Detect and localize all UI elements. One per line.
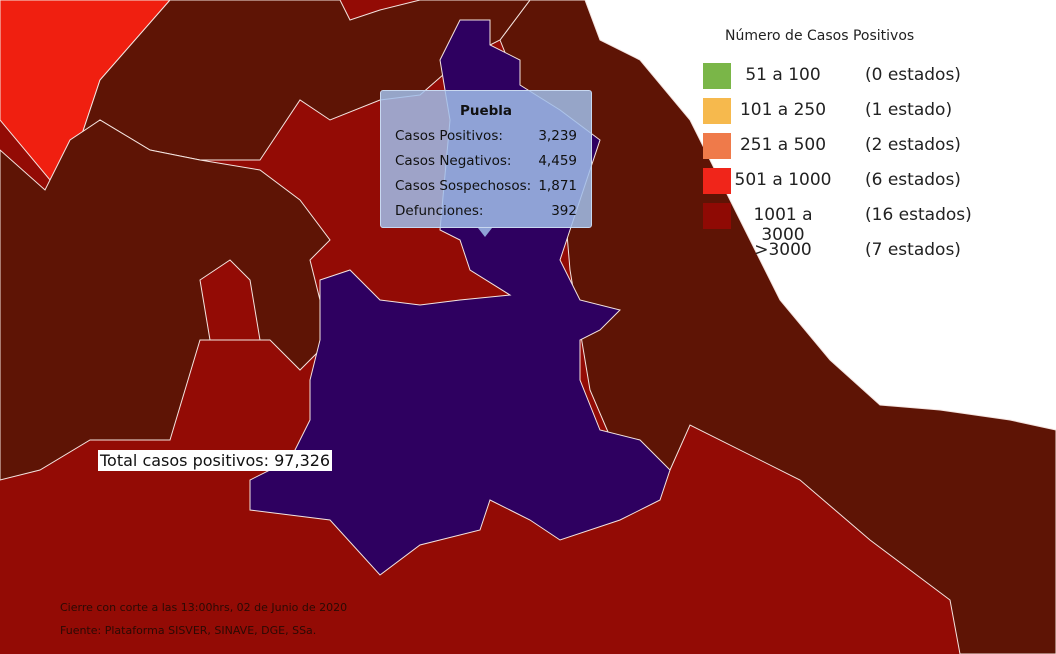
legend-count: (2 estados) bbox=[865, 135, 961, 155]
legend-item: 501 a 1000 (6 estados) bbox=[703, 168, 1043, 194]
tooltip-value: 4,459 bbox=[538, 153, 577, 169]
footer-note: Cierre con corte a las 13:00hrs, 02 de J… bbox=[60, 601, 348, 614]
tooltip-title: Puebla bbox=[459, 103, 513, 119]
legend-item: >3000 (7 estados) bbox=[703, 238, 1043, 264]
total-label: Total casos positivos: 97,326 bbox=[98, 450, 333, 471]
legend-item: 101 a 250 (1 estado) bbox=[703, 98, 1043, 124]
legend-range: >3000 bbox=[754, 240, 812, 260]
legend-range: 251 a 500 bbox=[739, 135, 827, 155]
legend-swatch bbox=[703, 98, 731, 124]
tooltip-label: Casos Negativos: bbox=[395, 153, 512, 169]
tooltip-row: Casos Positivos: 3,239 bbox=[395, 128, 577, 144]
tooltip-label: Defunciones: bbox=[395, 203, 484, 219]
legend-range: 101 a 250 bbox=[739, 100, 827, 120]
legend-count: (6 estados) bbox=[865, 170, 961, 190]
legend-title: Número de Casos Positivos bbox=[725, 28, 915, 44]
tooltip-pointer bbox=[478, 228, 492, 237]
legend-swatch bbox=[703, 63, 731, 89]
footer-note: Fuente: Plataforma SISVER, SINAVE, DGE, … bbox=[60, 624, 317, 637]
legend-range: 51 a 100 bbox=[745, 65, 821, 85]
tooltip-row: Defunciones: 392 bbox=[395, 203, 577, 219]
tooltip-row: Casos Negativos: 4,459 bbox=[395, 153, 577, 169]
state-region bbox=[199, 259, 261, 341]
legend-range: 501 a 1000 bbox=[734, 170, 832, 190]
legend-swatch bbox=[703, 168, 731, 194]
legend-item: 251 a 500 (2 estados) bbox=[703, 133, 1043, 159]
legend-swatch bbox=[703, 133, 731, 159]
tooltip-value: 3,239 bbox=[538, 128, 577, 144]
tooltip-value: 392 bbox=[551, 203, 577, 219]
legend-item: 51 a 100 (0 estados) bbox=[703, 63, 1043, 89]
tooltip: Puebla Casos Positivos: 3,239 Casos Negati… bbox=[380, 90, 592, 228]
legend-count: (1 estado) bbox=[865, 100, 953, 120]
legend-item: 1001 a 3000 (16 estados) bbox=[703, 203, 1043, 245]
state-region bbox=[0, 119, 331, 481]
state-region bbox=[585, 0, 1056, 430]
legend-swatch bbox=[703, 203, 731, 229]
legend-count: (16 estados) bbox=[865, 205, 972, 225]
tooltip-label: Casos Sospechosos: bbox=[395, 178, 532, 194]
legend-count: (0 estados) bbox=[865, 65, 961, 85]
legend-range: 1001 a 3000 bbox=[753, 205, 813, 245]
tooltip-row: Casos Sospechosos: 1,871 bbox=[395, 178, 577, 194]
tooltip-value: 1,871 bbox=[538, 178, 577, 194]
tooltip-label: Casos Positivos: bbox=[395, 128, 503, 144]
legend-count: (7 estados) bbox=[865, 240, 961, 260]
